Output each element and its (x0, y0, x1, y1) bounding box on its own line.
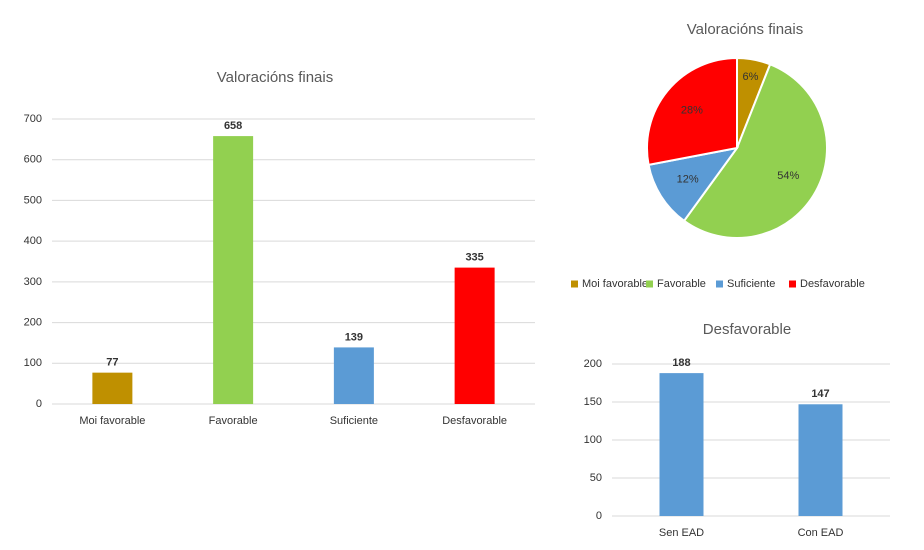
y-tick-label: 0 (36, 398, 42, 410)
pie-slice (647, 146, 740, 223)
data-label: 188 (672, 357, 690, 369)
pie-slice (682, 63, 828, 239)
legend-swatch (571, 280, 578, 288)
pie-slice (646, 56, 738, 167)
legend-swatch (716, 280, 723, 288)
x-tick-label: Con EAD (798, 527, 844, 539)
y-tick-label: 0 (596, 510, 602, 522)
x-tick-label: Favorable (209, 415, 258, 427)
legend-swatch (789, 280, 796, 288)
x-tick-label: Moi favorable (79, 415, 145, 427)
y-tick-label: 500 (24, 194, 42, 206)
data-label: 77 (106, 357, 118, 369)
chart-title: Valoracións finais (217, 69, 333, 86)
legend-label: Favorable (657, 278, 706, 290)
bar (213, 136, 254, 404)
legend-label: Moi favorable (582, 278, 648, 290)
y-tick-label: 700 (24, 113, 42, 125)
bar (798, 404, 843, 516)
y-tick-label: 50 (590, 472, 602, 484)
bar (659, 373, 704, 516)
chart-title: Valoracións finais (687, 21, 803, 38)
data-label: 54% (777, 170, 799, 182)
y-tick-label: 600 (24, 154, 42, 166)
y-tick-label: 100 (584, 434, 602, 446)
y-tick-label: 200 (584, 358, 602, 370)
y-tick-label: 200 (24, 316, 42, 328)
legend-swatch (646, 280, 653, 288)
y-tick-label: 300 (24, 276, 42, 288)
y-tick-label: 400 (24, 235, 42, 247)
data-label: 139 (345, 331, 363, 343)
data-label: 12% (677, 173, 699, 185)
data-label: 658 (224, 120, 242, 132)
data-label: 28% (681, 105, 703, 117)
data-label: 335 (465, 252, 483, 264)
chart-title: Desfavorable (703, 321, 791, 338)
y-tick-label: 100 (24, 357, 42, 369)
data-label: 6% (743, 71, 759, 83)
x-tick-label: Desfavorable (442, 415, 507, 427)
x-tick-label: Sen EAD (659, 527, 704, 539)
bar (333, 347, 374, 404)
legend-label: Desfavorable (800, 278, 865, 290)
data-label: 147 (811, 388, 829, 400)
x-tick-label: Suficiente (330, 415, 378, 427)
y-tick-label: 150 (584, 396, 602, 408)
bar (92, 372, 133, 404)
bar (454, 267, 495, 404)
legend-label: Suficiente (727, 278, 775, 290)
